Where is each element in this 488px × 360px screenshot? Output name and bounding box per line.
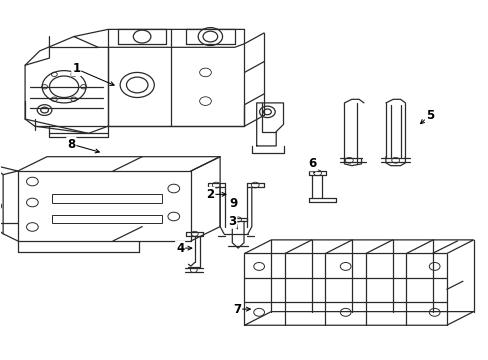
Text: 6: 6	[308, 157, 316, 170]
Text: 9: 9	[229, 197, 237, 210]
Text: 3: 3	[228, 215, 236, 228]
Text: 1: 1	[72, 62, 80, 75]
Text: 4: 4	[176, 242, 184, 255]
Text: 2: 2	[206, 188, 214, 201]
Bar	[52, 194, 161, 203]
Text: 8: 8	[67, 138, 75, 150]
Text: 5: 5	[425, 109, 433, 122]
Text: 7: 7	[233, 303, 241, 316]
Bar	[52, 215, 161, 224]
